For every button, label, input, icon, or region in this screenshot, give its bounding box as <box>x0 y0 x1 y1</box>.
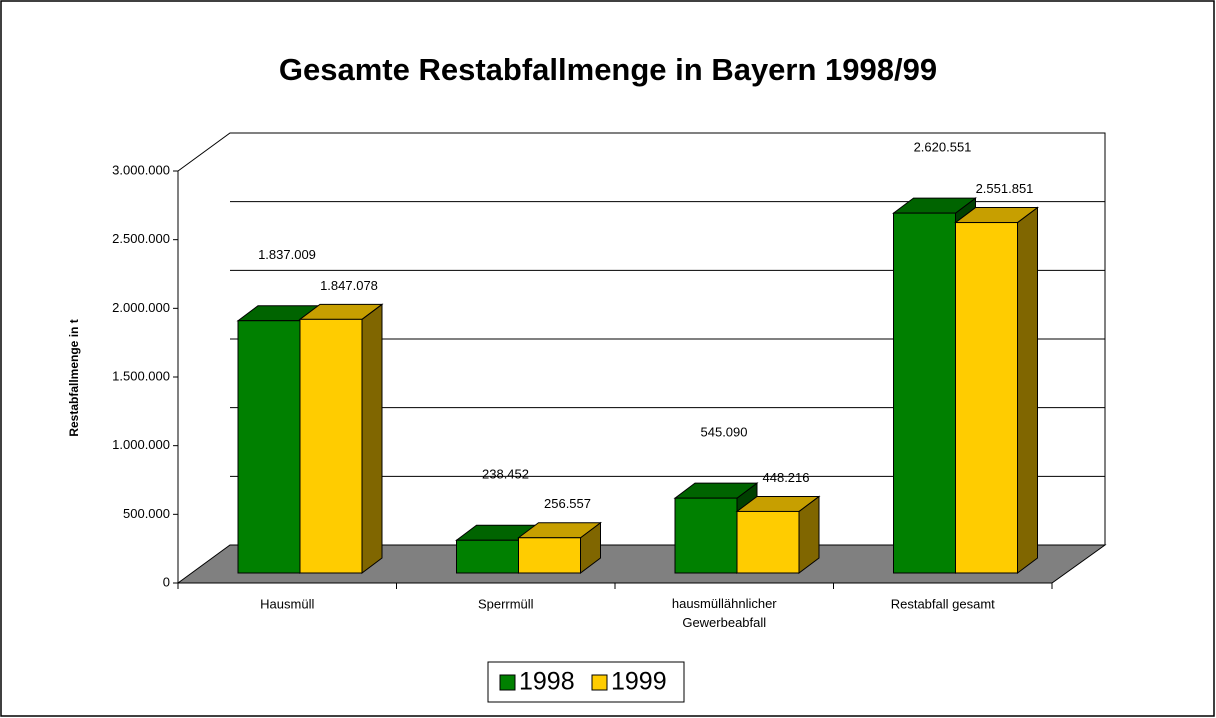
bar-front <box>893 212 956 574</box>
value-label: 2.551.851 <box>976 181 1034 196</box>
value-label: 448.216 <box>763 470 810 485</box>
bar-front <box>736 510 800 574</box>
legend-label: 1999 <box>611 668 667 696</box>
x-tick-label: hausmüllähnlicher Gewerbeabfall <box>672 596 777 630</box>
bar <box>298 303 384 574</box>
value-label: 1.847.078 <box>320 278 378 293</box>
value-label: 2.620.551 <box>914 140 972 155</box>
value-label: 1.837.009 <box>258 247 316 262</box>
legend-swatch <box>499 674 516 691</box>
bar-front <box>518 537 581 574</box>
y-tick-label: 1.000.000 <box>112 437 170 452</box>
x-tick-label: Sperrmüll <box>478 596 534 611</box>
bar <box>517 521 602 574</box>
chart-title: Gesamte Restabfallmenge in Bayern 1998/9… <box>279 52 937 87</box>
x-tick-label: Restabfall gesamt <box>891 596 995 611</box>
bar-front <box>456 539 519 574</box>
y-tick-label: 1.500.000 <box>112 368 170 383</box>
legend-box <box>487 661 685 703</box>
legend-swatch <box>591 674 608 691</box>
value-label: 238.452 <box>482 467 529 482</box>
bar-side <box>361 303 383 574</box>
bar <box>735 495 821 574</box>
y-tick-label: 0 <box>163 574 170 589</box>
bar <box>954 206 1039 574</box>
legend-label: 1998 <box>519 668 575 696</box>
y-tick-label: 3.000.000 <box>112 162 170 177</box>
value-label: 256.557 <box>544 496 591 511</box>
value-label: 545.090 <box>701 425 748 440</box>
y-axis-label: Restabfallmenge in t <box>67 319 81 436</box>
x-tick-label: Hausmüll <box>260 596 314 611</box>
bar-side <box>1017 206 1038 574</box>
y-tick-label: 2.500.000 <box>112 231 170 246</box>
bar-front <box>674 497 738 574</box>
bar-front <box>955 222 1018 574</box>
bar-front <box>299 318 363 574</box>
y-tick-label: 500.000 <box>123 506 170 521</box>
y-tick-label: 2.000.000 <box>112 300 170 315</box>
bar-front <box>237 320 301 574</box>
